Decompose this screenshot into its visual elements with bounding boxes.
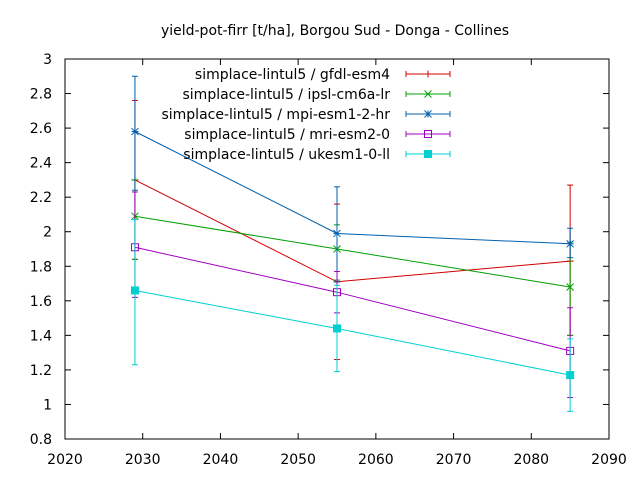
marker-square [333,324,341,333]
y-tick-label: 2.2 [30,190,52,206]
legend: simplace-lintul5 / gfdl-esm4 simplace-lin… [161,67,451,163]
series-marker [424,70,432,78]
marker-square [130,286,139,295]
y-tick-label: 2.6 [30,121,52,137]
series-line [134,179,571,283]
x-tick-label: 2040 [203,452,239,468]
x-tick-label: 2030 [125,452,161,468]
series-marker [424,110,432,118]
series-2 [131,179,574,336]
y-tick-label: 1 [43,397,52,413]
marker-stroke [424,110,432,118]
y-tick-label: 2 [43,225,52,241]
chart-title: yield-pot-firr [t/ha], Borgou Sud - Dong… [161,23,509,39]
series-marker [130,286,139,295]
series-3 [131,75,574,283]
marker-stroke [131,127,139,136]
marker-square [566,371,575,380]
marker-stroke [333,229,341,238]
y-tick-label: 1.8 [30,259,52,275]
series-marker [424,130,432,138]
x-tick-label: 2060 [358,452,394,468]
series-marker [566,283,574,291]
legend-label: simplace-lintul5 / ipsl-cm6a-lr [183,87,391,103]
marker-square [424,150,432,158]
y-tick-label: 1.2 [30,363,52,379]
series-marker [333,324,341,333]
legend-entry: simplace-lintul5 / ipsl-cm6a-lr [183,87,451,103]
series-line [134,215,571,288]
marker-stroke [566,283,574,291]
legend-entry: simplace-lintul5 / gfdl-esm4 [195,67,451,83]
y-tick-label: 3 [43,52,52,68]
marker-square [424,130,432,138]
legend-label: simplace-lintul5 / ukesm1-0-ll [183,147,390,163]
plot-border [64,58,610,440]
y-tick-label: 2.8 [30,87,52,103]
series-marker [424,150,432,158]
x-tick-label: 2070 [436,452,472,468]
series-marker [566,239,574,248]
series-marker [566,371,575,380]
x-tick-label: 2050 [280,452,316,468]
y-tick-label: 2.4 [30,156,52,172]
x-tick-label: 2090 [591,452,627,468]
series-marker [131,127,139,136]
series-4 [130,191,575,399]
y-tick-label: 0.8 [30,432,52,448]
marker-stroke [566,239,574,248]
y-tick-label: 1.4 [30,328,52,344]
series-marker [333,229,341,238]
legend-entry: simplace-lintul5 / mpi-esm1-2-hr [161,107,451,123]
legend-label: simplace-lintul5 / gfdl-esm4 [195,67,390,83]
series-layer [130,75,575,412]
series-line [134,246,571,352]
legend-entry: simplace-lintul5 / mri-esm2-0 [184,127,451,143]
x-tick-label: 2080 [513,452,549,468]
series-line [134,290,571,376]
legend-label: simplace-lintul5 / mpi-esm1-2-hr [161,107,390,123]
series-marker [424,90,432,98]
x-tick-label: 2020 [47,452,83,468]
series-5 [130,219,575,412]
marker-stroke [424,90,432,98]
legend-entry: simplace-lintul5 / ukesm1-0-ll [183,147,451,163]
y-tick-label: 1.6 [30,294,52,310]
legend-label: simplace-lintul5 / mri-esm2-0 [184,127,390,143]
axes: 2020 2030 2040 2050 2060 2070 2080 2090 0.8 1 1.2 1… [30,52,627,468]
